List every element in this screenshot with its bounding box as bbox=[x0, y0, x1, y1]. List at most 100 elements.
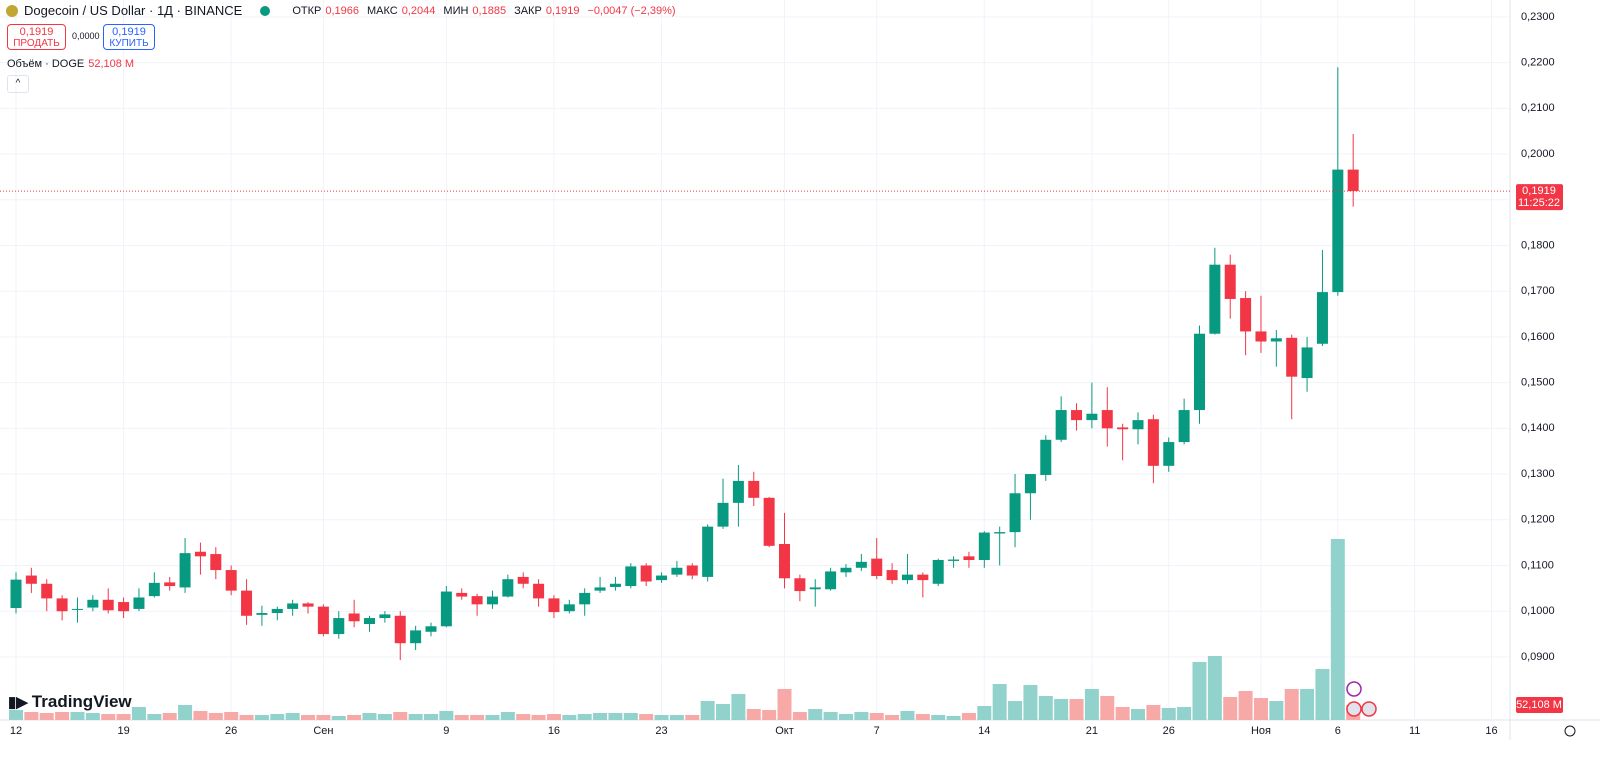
volume-bar bbox=[393, 711, 408, 720]
y-tick-label: 0,1300 bbox=[1521, 468, 1555, 480]
candle-body bbox=[1240, 298, 1252, 332]
candle-body bbox=[1101, 410, 1113, 429]
volume-bar bbox=[823, 711, 838, 720]
status-dot bbox=[260, 5, 271, 16]
x-tick-label: 14 bbox=[978, 725, 990, 737]
buy-label: КУПИТЬ bbox=[109, 38, 149, 49]
settings-icon[interactable] bbox=[1564, 725, 1576, 737]
event-icon[interactable] bbox=[1346, 701, 1362, 717]
volume-bar bbox=[1315, 668, 1330, 720]
y-tick-label: 0,1400 bbox=[1521, 422, 1555, 434]
x-tick-label: 7 bbox=[874, 725, 880, 737]
volume-bar bbox=[193, 710, 208, 720]
candle-body bbox=[25, 575, 37, 584]
x-tick-label: 26 bbox=[225, 725, 237, 737]
candle-body bbox=[302, 603, 314, 607]
candle-body bbox=[1255, 331, 1267, 342]
candle-body bbox=[609, 583, 621, 587]
candle-body bbox=[748, 480, 760, 498]
candle-body bbox=[1024, 474, 1036, 494]
candle-body bbox=[563, 604, 575, 612]
event-icons[interactable] bbox=[1346, 681, 1377, 717]
event-icon[interactable] bbox=[1361, 701, 1377, 717]
volume-bar bbox=[915, 714, 930, 720]
sell-button[interactable]: 0,1919 ПРОДАТЬ bbox=[7, 24, 66, 50]
legend: Dogecoin / US Dollar · 1Д · BINANCE ОТКР… bbox=[24, 3, 676, 18]
volume-bar bbox=[1054, 698, 1069, 720]
y-tick-label: 0,1000 bbox=[1521, 605, 1555, 617]
volume-bar bbox=[1238, 691, 1253, 720]
candle-body bbox=[1117, 427, 1129, 430]
candle-body bbox=[948, 559, 960, 561]
candle-body bbox=[917, 574, 929, 581]
candle-body bbox=[164, 582, 176, 587]
candle-body bbox=[1178, 410, 1190, 443]
volume-bar bbox=[285, 713, 300, 720]
volume-bar bbox=[500, 711, 515, 720]
buy-button[interactable]: 0,1919 КУПИТЬ bbox=[103, 24, 155, 50]
x-tick-label: 19 bbox=[117, 725, 129, 737]
candle-body bbox=[87, 599, 99, 608]
ohlc-value: 0,2044 bbox=[401, 4, 436, 17]
candle-body bbox=[410, 630, 422, 644]
event-icon[interactable] bbox=[1346, 681, 1362, 697]
candle-body bbox=[425, 626, 437, 632]
spread: 0,0000 bbox=[72, 31, 100, 41]
volume-bar bbox=[1284, 688, 1299, 720]
candle-body bbox=[625, 566, 637, 587]
volume-bar bbox=[131, 706, 146, 720]
volume-bar bbox=[685, 714, 700, 720]
volume-bar bbox=[1207, 656, 1222, 720]
candle-body bbox=[763, 497, 775, 546]
y-tick-label: 0,1700 bbox=[1521, 285, 1555, 297]
volume-label-box bbox=[1516, 697, 1563, 714]
collapse-button[interactable]: ^ bbox=[7, 75, 29, 93]
ohlc-key: ОТКР bbox=[292, 4, 322, 17]
volume-bar bbox=[1084, 688, 1099, 720]
y-tick-label: 0,2000 bbox=[1521, 148, 1555, 160]
volume-bar bbox=[116, 714, 131, 720]
x-tick-label: 16 bbox=[548, 725, 560, 737]
candle-body bbox=[871, 558, 883, 576]
candle-body bbox=[41, 583, 53, 599]
y-tick-label: 0,2200 bbox=[1521, 57, 1555, 69]
y-tick-label: 0,2300 bbox=[1521, 11, 1555, 23]
candle-body bbox=[210, 554, 222, 571]
candle-body bbox=[379, 614, 391, 619]
volume-bar bbox=[577, 714, 592, 720]
volume-bar bbox=[147, 714, 162, 720]
x-tick-label: 23 bbox=[655, 725, 667, 737]
volume-bar bbox=[1300, 688, 1315, 720]
volume-bar bbox=[1023, 684, 1038, 720]
x-tick-label: 16 bbox=[1485, 725, 1497, 737]
volume-bar bbox=[1131, 709, 1146, 720]
candle-body bbox=[225, 570, 237, 591]
candle-body bbox=[932, 560, 944, 584]
candle-body bbox=[686, 565, 698, 576]
volume-bar bbox=[1100, 695, 1115, 720]
volume-bar bbox=[562, 714, 577, 720]
volume-bar bbox=[101, 714, 116, 720]
candle-body bbox=[440, 591, 452, 627]
candle-body bbox=[1301, 347, 1313, 379]
candle-body bbox=[1270, 338, 1282, 342]
volume-bar bbox=[946, 715, 961, 720]
candle-body bbox=[394, 615, 406, 644]
volume-bar bbox=[1192, 661, 1207, 720]
candle-body bbox=[640, 565, 652, 582]
volume-bar bbox=[869, 713, 884, 720]
symbol: Dogecoin / US Dollar · 1Д · BINANCE bbox=[24, 3, 243, 18]
candle-body bbox=[702, 526, 714, 577]
y-tick-label: 0,1500 bbox=[1521, 377, 1555, 389]
volume-bar bbox=[669, 714, 684, 720]
volume-bar bbox=[762, 710, 777, 720]
y-tick-label: 0,1600 bbox=[1521, 331, 1555, 343]
volume-bar bbox=[423, 714, 438, 720]
candle-body bbox=[1193, 333, 1205, 411]
volume-bar bbox=[792, 711, 807, 720]
candle-body bbox=[963, 556, 975, 560]
candle-body bbox=[517, 576, 529, 584]
x-tick-label: Ноя bbox=[1251, 725, 1271, 737]
candle-body bbox=[194, 551, 206, 557]
